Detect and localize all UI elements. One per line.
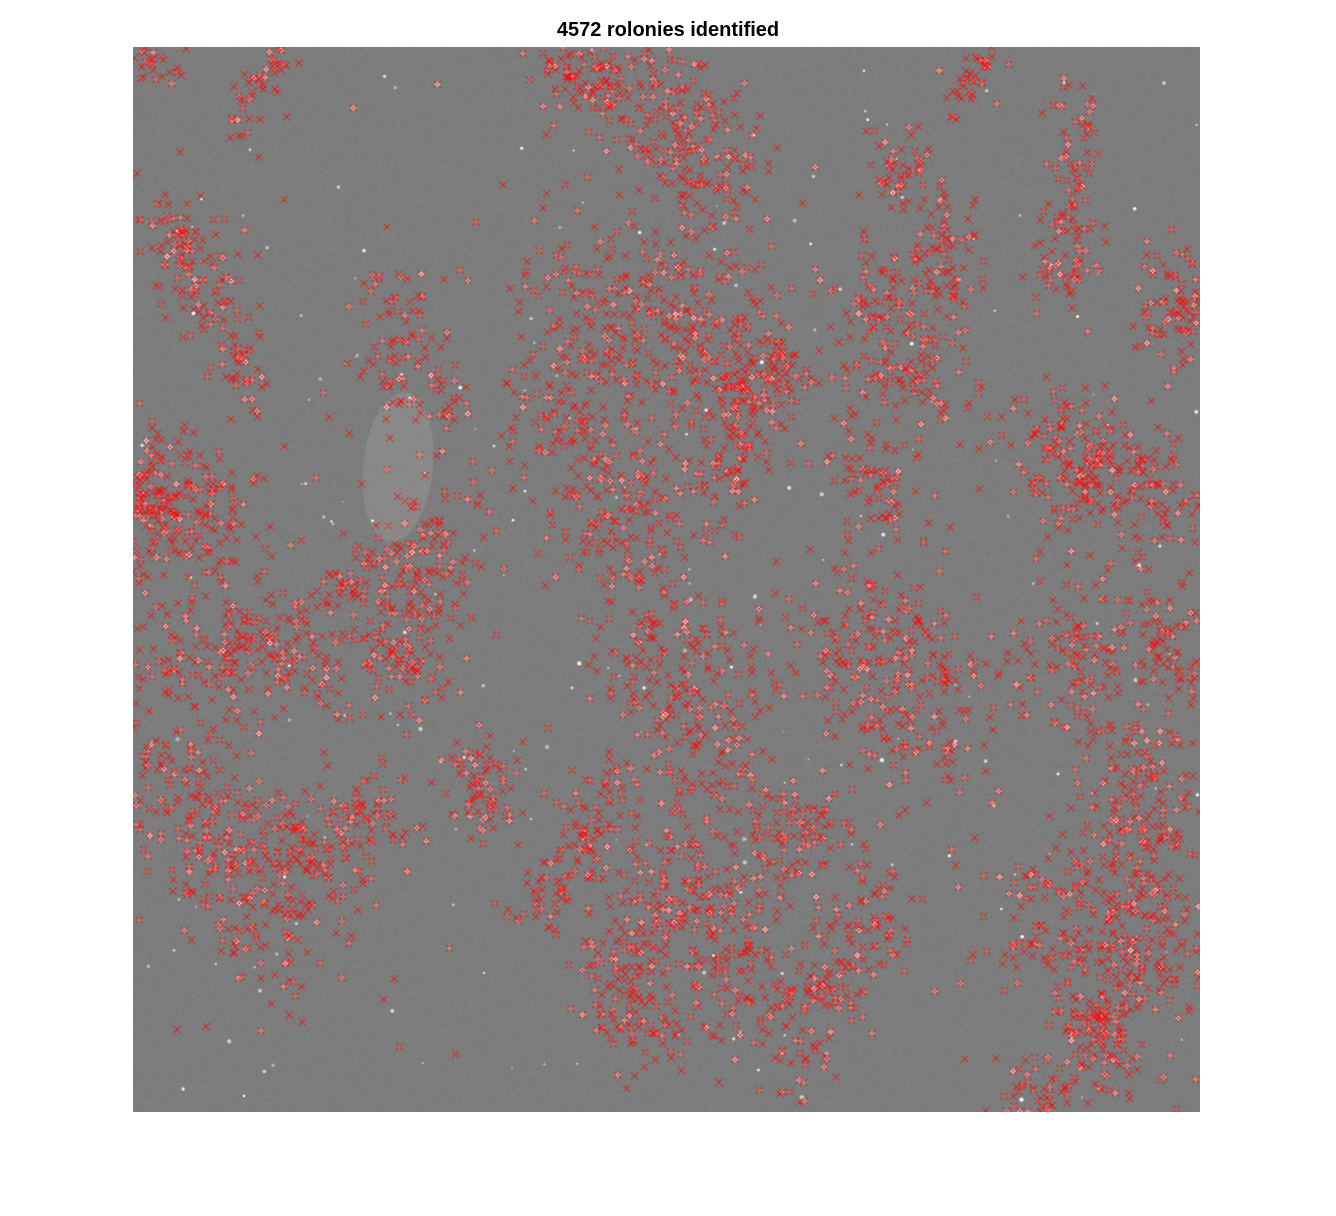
image-axes (133, 47, 1200, 1112)
figure-title: 4572 rolonies identified (556, 19, 780, 41)
rolony-markers (133, 47, 1200, 1112)
